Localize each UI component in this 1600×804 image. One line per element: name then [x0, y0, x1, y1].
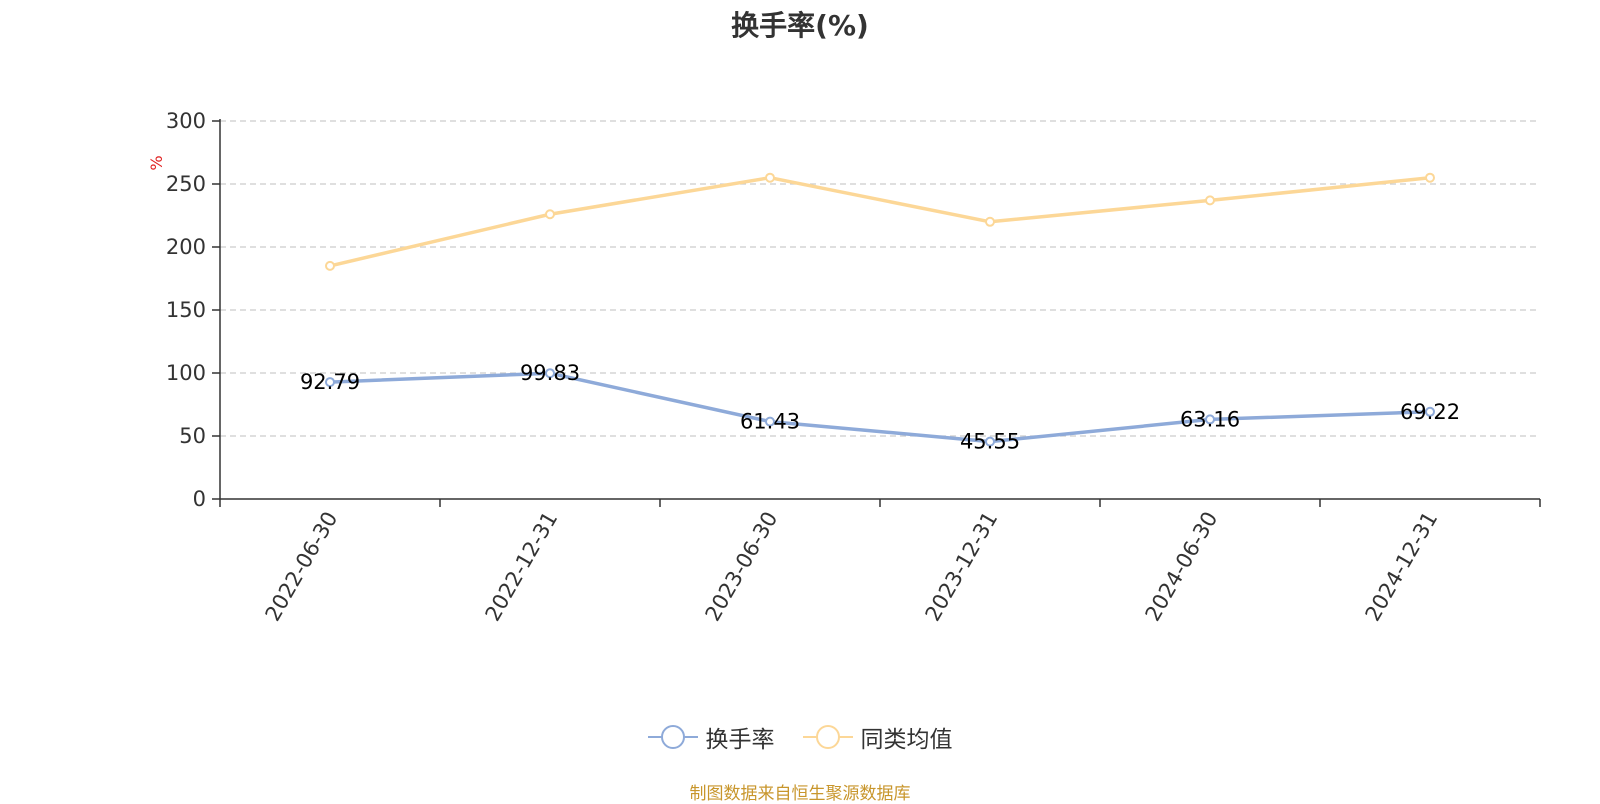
peer-average-point-2023-12-31 — [985, 216, 995, 227]
source-note: 制图数据来自恒生聚源数据库 — [689, 784, 911, 804]
x-tick-label-2022-12-31: 2022-12-31 — [481, 508, 563, 626]
peer-average-point-2023-06-30 — [765, 172, 775, 183]
data-label-2023-06-30: 61.43 — [740, 410, 800, 434]
series-line-peer-average — [329, 175, 1431, 268]
y-tick-label-250: 250 — [166, 172, 206, 196]
y-tick-label-50: 50 — [179, 424, 206, 448]
turnover-point-2022-12-31 — [545, 368, 555, 379]
legend-turnover-label: 换手率 — [705, 727, 775, 753]
y-tick-label-150: 150 — [166, 298, 206, 322]
legend: 换手率 同类均值 — [0, 720, 1600, 754]
turnover-point-2024-06-30 — [1205, 414, 1215, 425]
legend-item-peer-average[interactable]: 同类均值 — [802, 720, 953, 754]
turnover-point-2023-06-30 — [765, 416, 775, 427]
data-label-2024-06-30: 63.16 — [1180, 407, 1240, 431]
y-tick-label-200: 200 — [166, 235, 206, 259]
x-tick-label-2022-06-30: 2022-06-30 — [261, 508, 343, 626]
series-line-turnover — [329, 371, 1431, 444]
grid-lines — [220, 120, 1540, 437]
peer-average-point-2024-12-31 — [1425, 172, 1435, 183]
legend-peer-average-icon — [802, 725, 853, 749]
turnover-point-2022-06-30 — [325, 377, 335, 388]
peer-average-point-2022-06-30 — [325, 260, 335, 271]
x-tick-label-2024-06-30: 2024-06-30 — [1141, 508, 1223, 626]
legend-turnover-icon — [647, 725, 698, 749]
data-label-2023-12-31: 45.55 — [960, 430, 1020, 454]
data-labels: 92.79 99.83 61.43 45.55 63.16 69.22 — [300, 361, 1460, 453]
x-tick-label-2024-12-31: 2024-12-31 — [1361, 508, 1443, 626]
x-tick-label-2023-06-30: 2023-06-30 — [701, 508, 783, 626]
legend-peer-average-label: 同类均值 — [860, 727, 953, 753]
chart-title: 换手率(%) — [731, 9, 869, 42]
y-tick-label-100: 100 — [166, 361, 206, 385]
turnover-point-2024-12-31 — [1425, 406, 1435, 417]
data-label-2022-06-30: 92.79 — [300, 370, 360, 394]
y-axis-label: % — [147, 155, 166, 170]
legend-item-turnover[interactable]: 换手率 — [647, 720, 775, 754]
series-layer — [325, 172, 1435, 447]
peer-average-point-2024-06-30 — [1205, 195, 1215, 206]
data-label-2024-12-31: 69.22 — [1400, 400, 1460, 424]
peer-average-point-2022-12-31 — [545, 209, 555, 220]
x-tick-label-2023-12-31: 2023-12-31 — [921, 508, 1003, 626]
data-label-2022-12-31: 99.83 — [520, 361, 580, 385]
turnover-point-2023-12-31 — [985, 436, 995, 447]
y-tick-label-0: 0 — [193, 487, 206, 511]
y-tick-label-300: 300 — [166, 109, 206, 133]
